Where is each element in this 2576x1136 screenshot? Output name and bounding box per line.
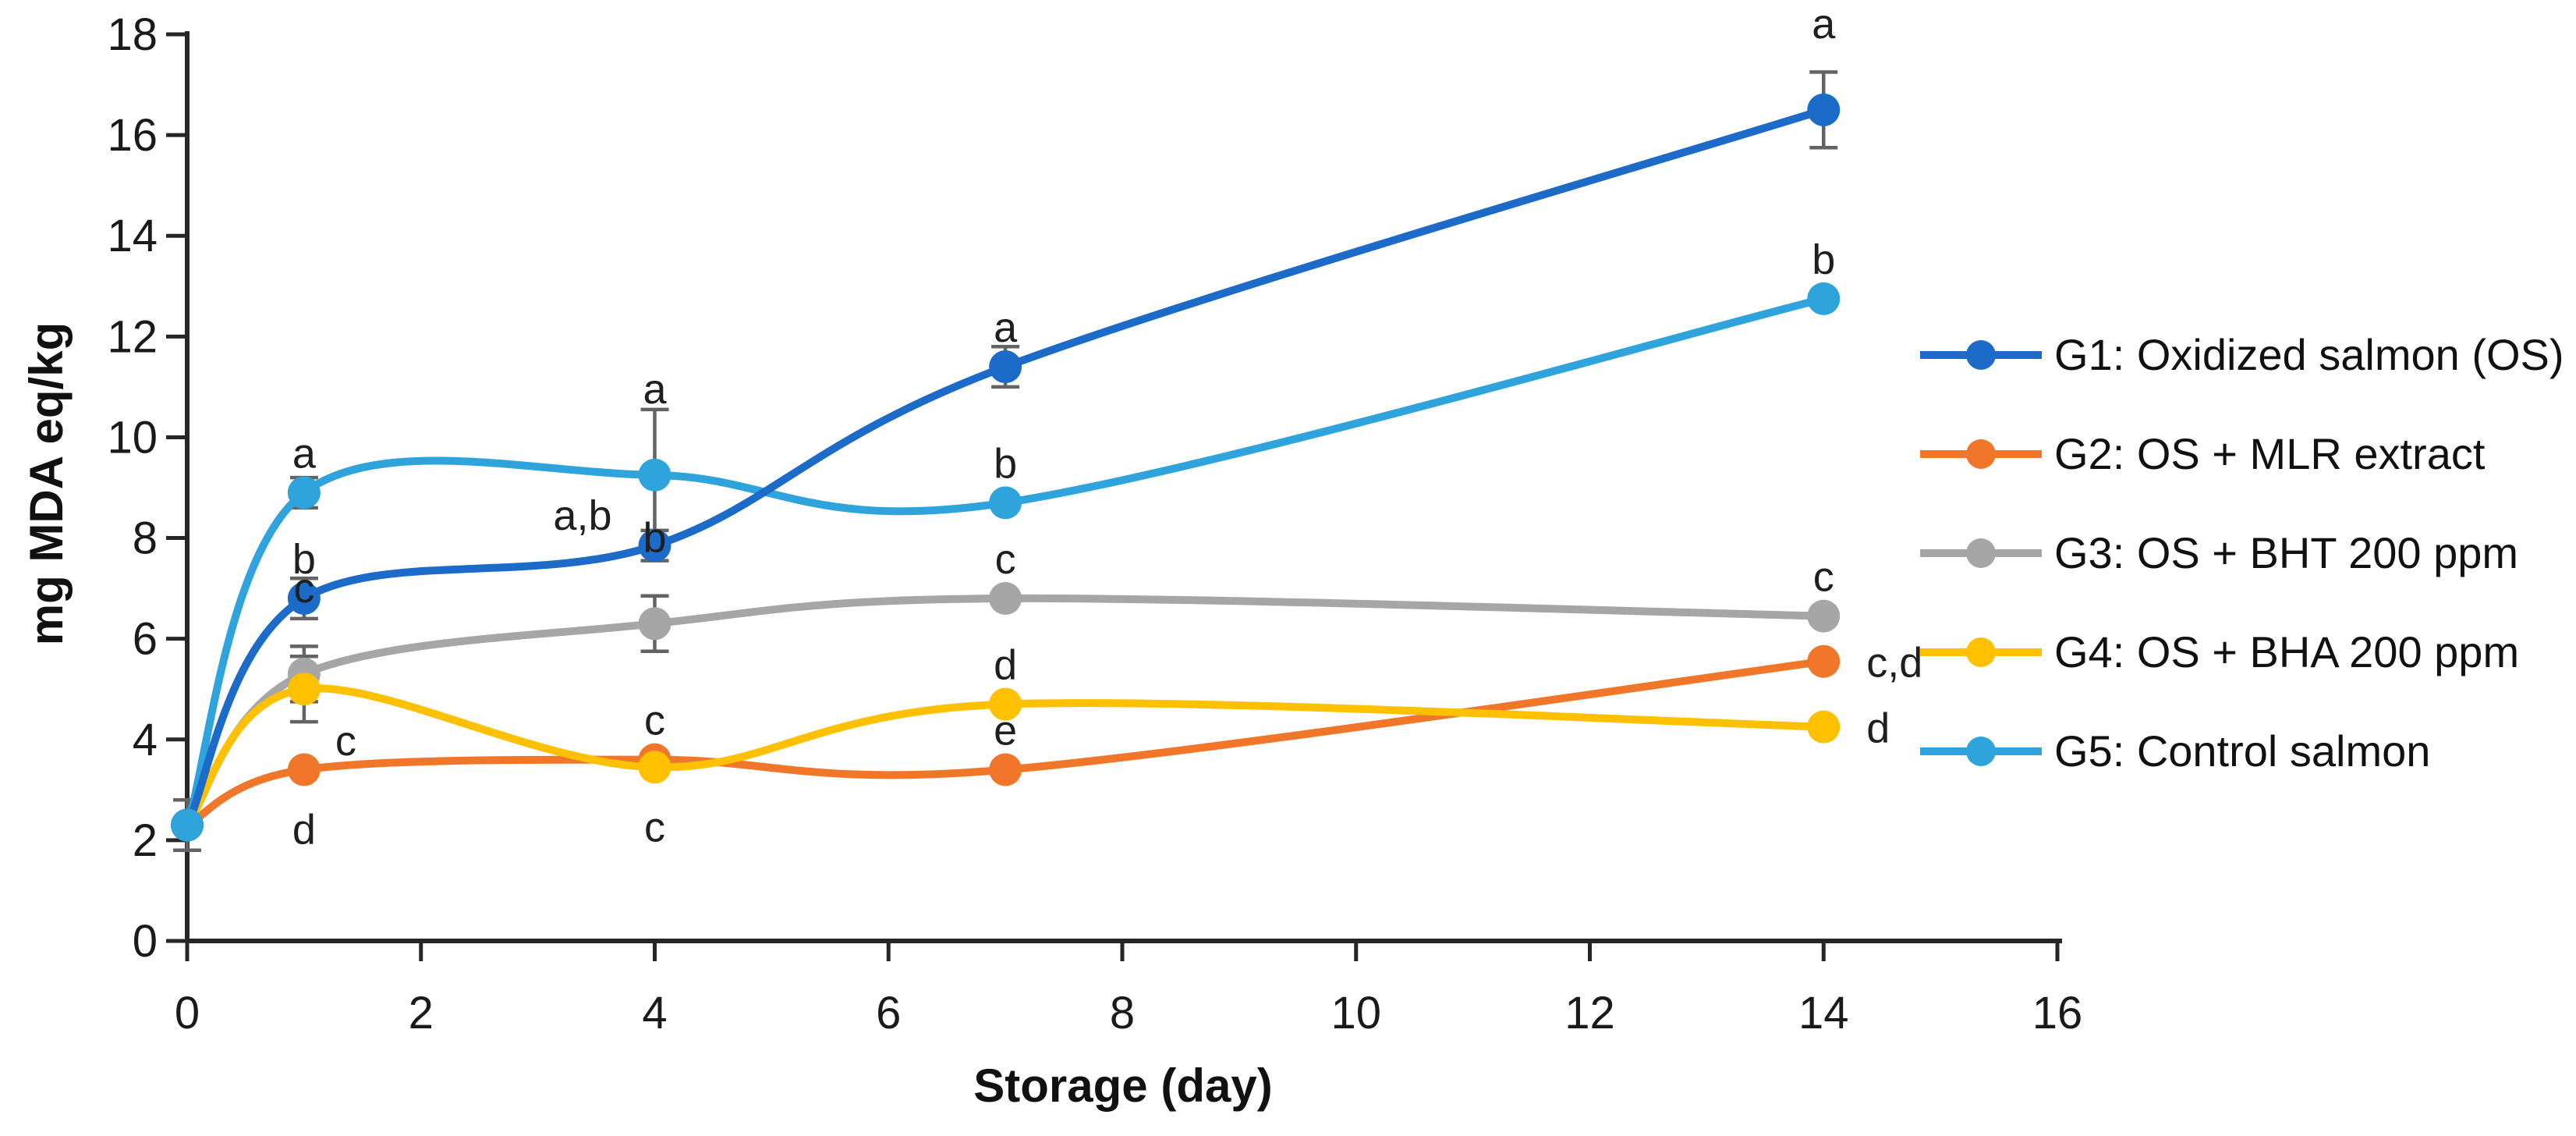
significance-letter: a,b: [553, 492, 611, 539]
data-point-g2: [1807, 644, 1841, 678]
data-point-g4: [1807, 710, 1841, 744]
significance-letter: a: [643, 366, 667, 413]
significance-letter: c: [995, 536, 1016, 583]
x-tick-label: 14: [1798, 988, 1849, 1038]
significance-letter: a: [994, 304, 1018, 351]
significance-letter: e: [994, 708, 1017, 754]
data-point-g5: [989, 486, 1022, 520]
data-point-g5: [171, 808, 204, 842]
significance-letter: c: [293, 565, 314, 612]
legend-item: G3: OS + BHT 200 ppm: [1920, 528, 2518, 577]
data-point-g1: [1807, 93, 1841, 126]
y-tick-label: 18: [107, 9, 158, 60]
legend-marker: [1966, 737, 1996, 766]
significance-letter: a: [292, 430, 317, 477]
legend-label: G3: OS + BHT 200 ppm: [2054, 528, 2518, 577]
x-axis-title: Storage (day): [973, 1060, 1272, 1112]
axes: 0 2 4 6 8 10 12 14 16 0 2 4 6 8 10 12 14 16 18: [107, 9, 2082, 1038]
data-point-g4: [287, 673, 321, 706]
series-line-g5: [183, 294, 1828, 829]
legend-item: G2: OS + MLR extract: [1920, 429, 2486, 478]
x-tick-label: 10: [1331, 988, 1381, 1038]
y-tick-label: 14: [107, 211, 158, 261]
legend-label: G5: Control salmon: [2054, 726, 2430, 776]
data-point-g4: [638, 751, 671, 784]
significance-letter: a: [1812, 1, 1836, 48]
significance-letter: c: [644, 698, 665, 744]
legend-item: G5: Control salmon: [1920, 726, 2430, 776]
significance-letter: c,d: [1866, 640, 1922, 687]
data-point-g5: [1807, 282, 1841, 315]
legend-item: G1: Oxidized salmon (OS): [1920, 330, 2564, 379]
data-point-g5: [287, 476, 321, 509]
data-point-g2: [287, 753, 321, 786]
y-tick-label: 12: [107, 311, 158, 362]
y-tick-label: 4: [133, 715, 158, 765]
data-point-g2: [989, 753, 1022, 786]
legend-marker: [1966, 340, 1996, 370]
legend: G1: Oxidized salmon (OS) G2: OS + MLR ext…: [1920, 330, 2564, 776]
y-tick-label: 2: [133, 815, 158, 866]
significance-letter: b: [994, 440, 1017, 487]
significance-letter: b: [292, 536, 316, 583]
y-tick-label: 6: [133, 614, 158, 665]
legend-label: G4: OS + BHA 200 ppm: [2054, 627, 2519, 676]
legend-label: G2: OS + MLR extract: [2054, 429, 2486, 478]
data-point-g3: [638, 607, 671, 641]
significance-letter: d: [994, 642, 1017, 689]
y-tick-label: 10: [107, 412, 158, 463]
x-tick-label: 16: [2032, 988, 2083, 1038]
significance-letter: c: [335, 718, 356, 765]
x-tick-label: 8: [1110, 988, 1135, 1038]
data-point-g5: [638, 458, 671, 492]
data-point-g3: [989, 582, 1022, 616]
significance-letter: c: [644, 804, 665, 850]
series-line-g1: [183, 105, 1828, 829]
data-point-g1: [287, 582, 321, 616]
x-tick-label: 2: [409, 988, 434, 1038]
x-tick-label: 6: [876, 988, 901, 1038]
data-point-g3: [1807, 599, 1841, 633]
significance-letter: b: [643, 514, 666, 561]
significance-letter: b: [1812, 236, 1835, 283]
legend-marker: [1966, 637, 1996, 667]
series-markers: [171, 93, 1841, 842]
data-point-g4: [989, 687, 1022, 721]
y-tick-label: 0: [133, 916, 158, 967]
significance-letter: d: [292, 807, 316, 854]
data-point-g1: [638, 529, 671, 563]
y-tick-label: 16: [107, 110, 158, 161]
x-tick-label: 4: [642, 988, 667, 1038]
x-tick-label: 0: [175, 988, 200, 1038]
y-tick-label: 8: [133, 513, 158, 564]
legend-marker: [1966, 538, 1996, 568]
legend-item: G4: OS + BHA 200 ppm: [1920, 627, 2519, 676]
significance-letter: d: [1866, 705, 1890, 752]
data-point-g1: [989, 350, 1022, 384]
x-tick-label: 12: [1564, 988, 1615, 1038]
legend-label: G1: Oxidized salmon (OS): [2054, 330, 2564, 379]
y-axis-title: mg MDA eq/kg: [20, 322, 73, 645]
legend-marker: [1966, 439, 1996, 469]
significance-letter: c: [1813, 554, 1834, 601]
